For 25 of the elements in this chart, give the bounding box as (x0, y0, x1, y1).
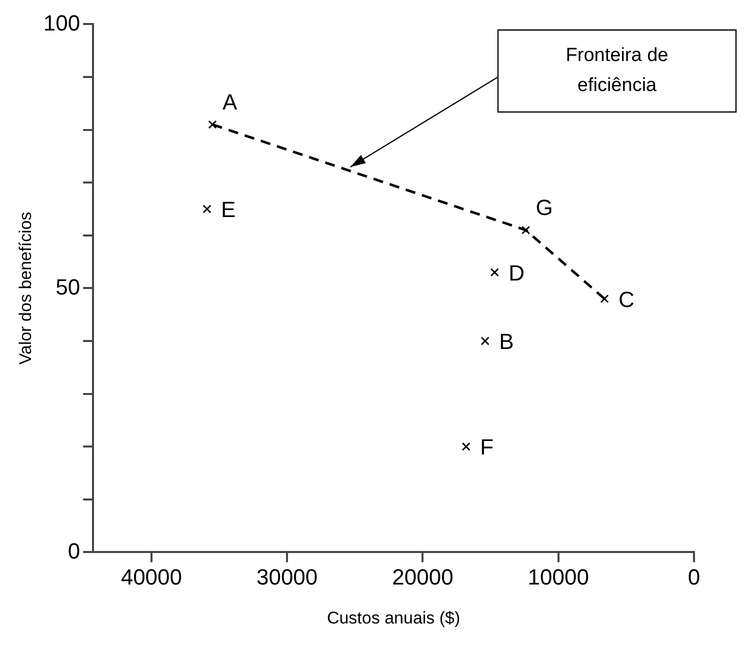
x-tick-label: 20000 (392, 564, 454, 590)
data-label: B (499, 329, 514, 354)
x-tick-label: 10000 (528, 564, 589, 590)
annotation: Fronteira de eficiência (566, 45, 668, 96)
x-axis-title: Custos anuais ($) (326, 608, 460, 628)
x-tick-label: 0 (688, 564, 700, 590)
data-label: D (508, 260, 524, 286)
data-label: E (221, 197, 236, 222)
point (490, 268, 499, 277)
point (480, 336, 490, 346)
y-tick-label: 0 (68, 538, 80, 564)
point (600, 294, 609, 304)
y-tick-label: 50 (56, 274, 80, 300)
y-axis-title: Valor dos benefícios (16, 212, 35, 365)
point (208, 120, 217, 129)
point (522, 226, 530, 234)
data-label: A (222, 90, 238, 115)
point (202, 204, 212, 214)
point (462, 442, 470, 451)
x-tick-label: 30000 (256, 564, 318, 590)
data-label: F (480, 434, 494, 460)
data-label: G (536, 195, 553, 220)
data-label: C (618, 286, 634, 312)
y-tick-label: 100 (43, 10, 80, 36)
x-tick-label: 40000 (120, 564, 182, 590)
